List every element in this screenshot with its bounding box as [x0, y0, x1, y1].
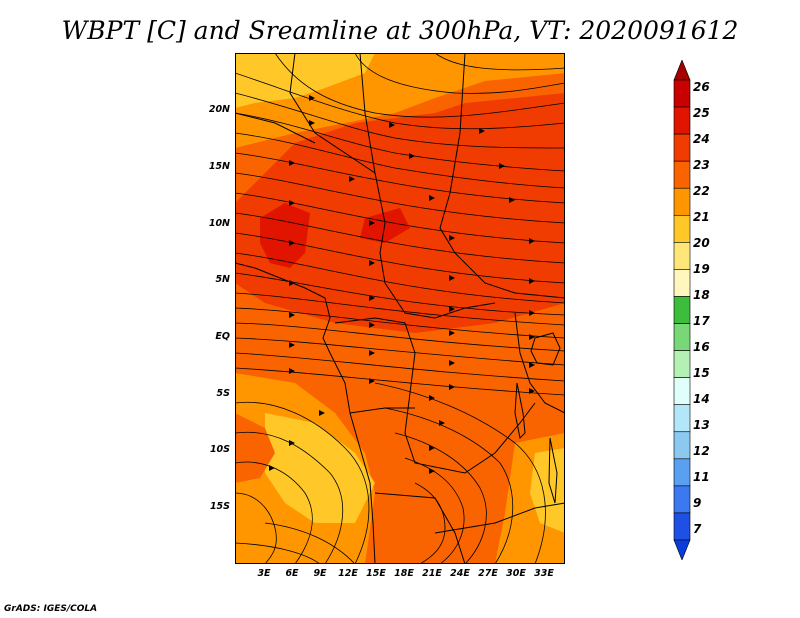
wbpt-region-20-south	[265, 413, 375, 523]
lat-label-10s: 10S	[209, 444, 230, 455]
lake-malawi	[548, 437, 558, 504]
colorbar-swatch	[673, 60, 691, 81]
grads-credit: GrADS: IGES/COLA	[4, 604, 98, 614]
colorbar-label-23: 23	[693, 158, 710, 172]
colorbar-swatch	[673, 485, 691, 514]
colorbar-label-7: 7	[693, 522, 702, 536]
colorbar-label-20: 20	[693, 236, 710, 250]
colorbar-swatch	[673, 187, 691, 216]
streamline-arrows	[269, 95, 535, 474]
colorbar-label-22: 22	[693, 184, 710, 198]
lake-tanganyika	[514, 382, 526, 440]
colorbar-label-13: 13	[693, 418, 710, 432]
colorbar-label-26: 26	[693, 80, 710, 94]
lat-label-15n: 15N	[208, 161, 230, 172]
map-frame	[235, 53, 565, 564]
colorbar-swatch	[673, 79, 691, 108]
lat-label-5s: 5S	[216, 388, 230, 399]
lon-label-12e: 12E	[338, 568, 358, 579]
colorbar-label-24: 24	[693, 132, 710, 146]
colorbar-swatch	[673, 350, 691, 378]
colorbar-swatch	[673, 242, 691, 270]
lon-label-15e: 15E	[366, 568, 386, 579]
colorbar-label-16: 16	[693, 340, 710, 354]
lat-label-20n: 20N	[208, 104, 230, 115]
lon-label-30e: 30E	[506, 568, 526, 579]
colorbar-swatch	[673, 160, 691, 189]
colorbar-label-11: 11	[693, 470, 710, 484]
colorbar-label-19: 19	[693, 262, 710, 276]
colorbar-label-25: 25	[693, 106, 710, 120]
lon-label-33e: 33E	[534, 568, 554, 579]
colorbar-swatch	[673, 323, 691, 351]
colorbar-swatch	[673, 214, 691, 243]
colorbar-swatch	[673, 377, 691, 406]
lat-label-10n: 10N	[208, 218, 230, 229]
wbpt-region-20-northwest	[235, 53, 375, 108]
map-panel	[235, 53, 565, 564]
colorbar-swatch	[673, 539, 691, 560]
colorbar-label-9: 9	[693, 496, 702, 510]
colorbar-swatch	[673, 269, 691, 297]
lat-label-15s: 15S	[209, 501, 230, 512]
colorbar-swatch	[673, 133, 691, 162]
colorbar-swatch	[673, 431, 691, 460]
colorbar-label-12: 12	[693, 444, 710, 458]
lon-label-6e: 6E	[285, 568, 299, 579]
country-borders	[235, 53, 565, 564]
colorbar-swatch	[673, 512, 691, 541]
lon-label-27e: 27E	[478, 568, 498, 579]
lake-victoria	[530, 332, 561, 366]
colorbar-label-21: 21	[693, 210, 710, 224]
colorbar-swatch	[673, 296, 691, 324]
colorbar-swatch	[673, 458, 691, 487]
colorbar-swatch	[673, 404, 691, 433]
colorbar-label-17: 17	[693, 314, 710, 328]
colorbar-label-18: 18	[693, 288, 710, 302]
lon-label-21e: 21E	[422, 568, 442, 579]
map-title: WBPT [C] and Sreamline at 300hPa, VT: 20…	[61, 16, 739, 45]
lon-label-18e: 18E	[394, 568, 414, 579]
lat-label-5n: 5N	[215, 274, 230, 285]
colorbar-label-15: 15	[693, 366, 710, 380]
lon-label-3e: 3E	[257, 568, 271, 579]
wbpt-region-22-southwest	[235, 413, 275, 483]
colorbar-label-14: 14	[693, 392, 710, 406]
lon-label-24e: 24E	[450, 568, 470, 579]
lat-label-eq: EQ	[215, 331, 230, 342]
colorbar-swatch	[673, 106, 691, 135]
colorbar	[673, 60, 691, 560]
streamlines	[235, 53, 565, 564]
lon-label-9e: 9E	[313, 568, 327, 579]
